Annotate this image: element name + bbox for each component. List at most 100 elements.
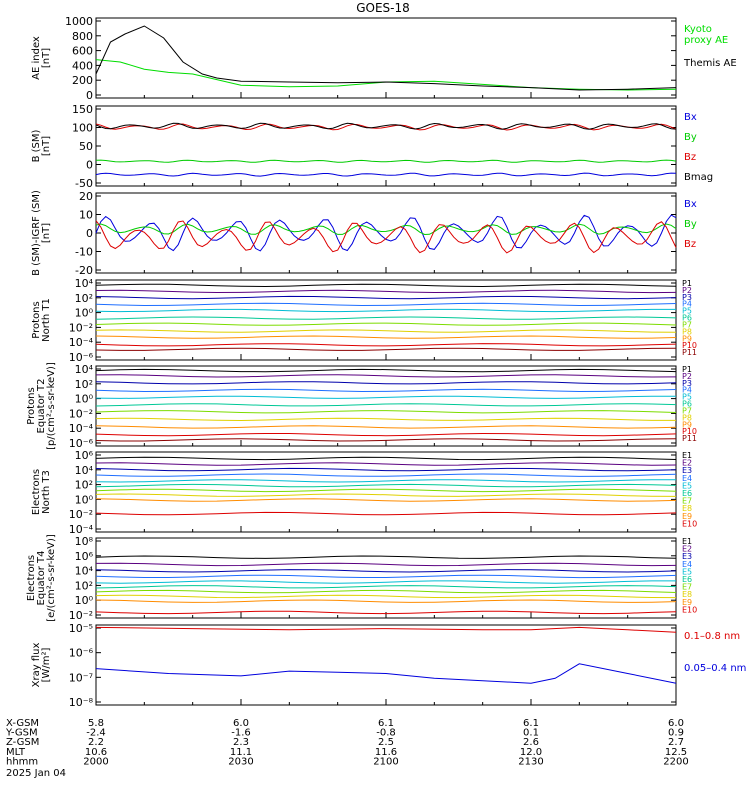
series-line-e9 <box>95 599 677 603</box>
series-line-e10 <box>95 610 677 615</box>
series-line-p3 <box>95 295 677 300</box>
series-line-p8 <box>95 329 677 333</box>
legend-label: P5 <box>682 393 692 402</box>
ytick-label: 10⁰ <box>75 393 94 406</box>
ytick-label: -50 <box>75 177 93 190</box>
ytick-label: 10⁴ <box>75 464 94 477</box>
series-line-kyoto-proxy-ae <box>95 59 677 91</box>
ytick-label: 10⁻⁴ <box>69 336 94 349</box>
legend-label: P11 <box>682 348 697 357</box>
series-line-e7 <box>95 589 677 594</box>
panel-frame <box>95 17 677 99</box>
legend-label: Bx <box>684 112 697 123</box>
series-line-p4 <box>95 388 677 393</box>
ylabel: Protons <box>31 301 42 338</box>
ytick-label: 10⁴ <box>75 277 94 290</box>
legend-label: E10 <box>682 605 697 614</box>
legend-label: Kyoto <box>684 24 712 35</box>
series-line-e2 <box>95 462 677 466</box>
panel-frame <box>95 624 677 706</box>
ephem-value: 6.0 <box>233 718 249 729</box>
ylabel: Equator T2 <box>36 379 47 434</box>
series-line-bx <box>95 214 677 252</box>
series-line-p10 <box>95 343 677 347</box>
ephem-value: 0.9 <box>668 728 684 739</box>
legend-label: P7 <box>682 320 692 329</box>
series-line-e3 <box>95 569 677 573</box>
series-line-bz <box>95 123 677 131</box>
legend-label: P8 <box>682 327 692 336</box>
legend-label: P10 <box>682 341 697 350</box>
ylabel: North T3 <box>41 470 52 514</box>
ytick-label: -20 <box>75 264 93 277</box>
ylabel: Equator T4 <box>36 551 47 606</box>
ephem-row-label: Y-GSM <box>5 728 38 739</box>
ephem-value: -0.8 <box>376 728 396 739</box>
ylabel: Protons <box>26 387 37 424</box>
legend-label: proxy AE <box>684 35 728 46</box>
series-line-e10 <box>95 511 677 516</box>
series-line-p1 <box>95 368 677 373</box>
series-line-p4 <box>95 302 677 307</box>
series-line-p5 <box>95 395 676 399</box>
series-line-by <box>95 159 677 163</box>
legend-label: P4 <box>682 300 692 309</box>
series-line-e7 <box>95 488 677 493</box>
ytick-label: 10⁻² <box>69 609 93 622</box>
series-line-e3 <box>95 467 677 472</box>
legend-label: E1 <box>682 537 692 546</box>
series-line-e1 <box>95 456 677 461</box>
ephem-value: 6.0 <box>668 718 684 729</box>
ytick-label: 200 <box>72 74 93 87</box>
ytick-label: 400 <box>72 59 93 72</box>
ephem-row-label: Z-GSM <box>6 737 39 748</box>
legend-label: P11 <box>682 434 697 443</box>
plot-title: GOES-18 <box>356 1 410 15</box>
series-line-e9 <box>95 498 677 502</box>
series-line-p2 <box>95 374 677 378</box>
legend-label: E4 <box>682 560 692 569</box>
ephem-row-label: MLT <box>6 747 26 758</box>
ytick-label: 800 <box>72 30 93 43</box>
legend-label: E9 <box>682 598 692 607</box>
ytick-label: 150 <box>72 103 93 116</box>
series-line-p6 <box>95 316 677 320</box>
series-line-e4 <box>95 473 677 477</box>
legend-label: Bx <box>684 199 697 210</box>
ylabel: [W/m²] <box>41 647 52 682</box>
ytick-label: 10⁻⁴ <box>69 422 94 435</box>
ytick-label: 10⁻⁵ <box>69 622 93 635</box>
ylabel: Electrons <box>26 555 37 601</box>
ytick-label: 0 <box>86 159 93 172</box>
ephem-row-label: hhmm <box>6 756 38 767</box>
ephem-row-label: X-GSM <box>6 718 39 729</box>
series-line-p5 <box>95 308 676 313</box>
legend-label: P10 <box>682 427 697 436</box>
series-line-p1 <box>95 283 677 288</box>
series-line-e6 <box>95 483 677 488</box>
ytick-label: 10⁴ <box>75 363 94 376</box>
ytick-label: 10⁶ <box>75 550 94 563</box>
ephem-value: -1.6 <box>231 728 251 739</box>
series-line-by <box>95 223 677 236</box>
series-line-p11 <box>95 347 677 351</box>
ephem-value: 2.2 <box>88 737 104 748</box>
legend-label: P3 <box>682 293 692 302</box>
ytick-label: -10 <box>75 246 93 259</box>
ytick-label: 10⁻² <box>69 407 93 420</box>
ephem-value: 11.6 <box>375 747 397 758</box>
legend-label: P1 <box>682 365 692 374</box>
ylabel: [nT] <box>41 48 52 68</box>
ylabel: Electrons <box>31 469 42 515</box>
ytick-label: 20 <box>79 190 93 203</box>
ytick-label: 10 <box>79 209 93 222</box>
legend-label: E10 <box>682 519 697 528</box>
series-line-themis-ae <box>95 25 677 91</box>
legend-label: E1 <box>682 451 692 460</box>
legend-label: By <box>684 219 697 230</box>
ephem-value: 5.8 <box>88 718 104 729</box>
